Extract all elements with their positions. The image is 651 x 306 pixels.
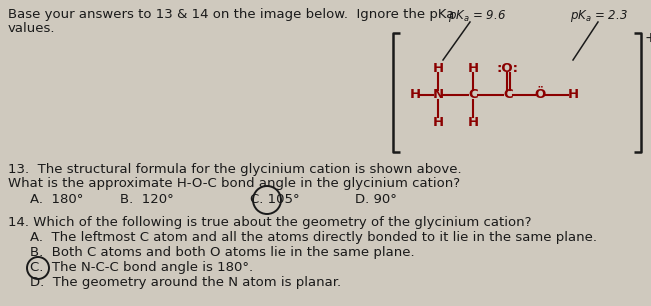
Text: :O:: :O: bbox=[497, 62, 519, 74]
Text: A.  The leftmost C atom and all the atoms directly bonded to it lie in the same : A. The leftmost C atom and all the atoms… bbox=[30, 231, 597, 244]
Text: Base your answers to 13 & 14 on the image below.  Ignore the pKa: Base your answers to 13 & 14 on the imag… bbox=[8, 8, 454, 21]
Text: H: H bbox=[432, 62, 443, 74]
Text: N: N bbox=[432, 88, 443, 102]
Text: D. 90°: D. 90° bbox=[355, 193, 397, 206]
Text: 13.  The structural formula for the glycinium cation is shown above.: 13. The structural formula for the glyci… bbox=[8, 163, 462, 176]
Text: +: + bbox=[644, 31, 651, 45]
Text: 14. Which of the following is true about the geometry of the glycinium cation?: 14. Which of the following is true about… bbox=[8, 216, 531, 229]
Text: D.  The geometry around the N atom is planar.: D. The geometry around the N atom is pla… bbox=[30, 276, 341, 289]
Text: C. 105°: C. 105° bbox=[250, 193, 299, 206]
Text: H: H bbox=[467, 62, 478, 74]
Text: B.  Both C atoms and both O atoms lie in the same plane.: B. Both C atoms and both O atoms lie in … bbox=[30, 246, 415, 259]
Text: H: H bbox=[568, 88, 579, 102]
Text: C.  The N-C-C bond angle is 180°.: C. The N-C-C bond angle is 180°. bbox=[30, 261, 253, 274]
Text: Ö: Ö bbox=[534, 88, 546, 102]
Text: $pK_a$ = 2.3: $pK_a$ = 2.3 bbox=[570, 8, 628, 24]
Text: H: H bbox=[467, 115, 478, 129]
Text: C: C bbox=[503, 88, 513, 102]
Text: What is the approximate H-O-C bond angle in the glycinium cation?: What is the approximate H-O-C bond angle… bbox=[8, 177, 460, 190]
Text: values.: values. bbox=[8, 22, 55, 35]
Text: H: H bbox=[409, 88, 421, 102]
Text: B.  120°: B. 120° bbox=[120, 193, 174, 206]
Text: $pK_a$ = 9.6: $pK_a$ = 9.6 bbox=[448, 8, 506, 24]
Text: C: C bbox=[468, 88, 478, 102]
Text: H: H bbox=[432, 115, 443, 129]
Text: A.  180°: A. 180° bbox=[30, 193, 83, 206]
